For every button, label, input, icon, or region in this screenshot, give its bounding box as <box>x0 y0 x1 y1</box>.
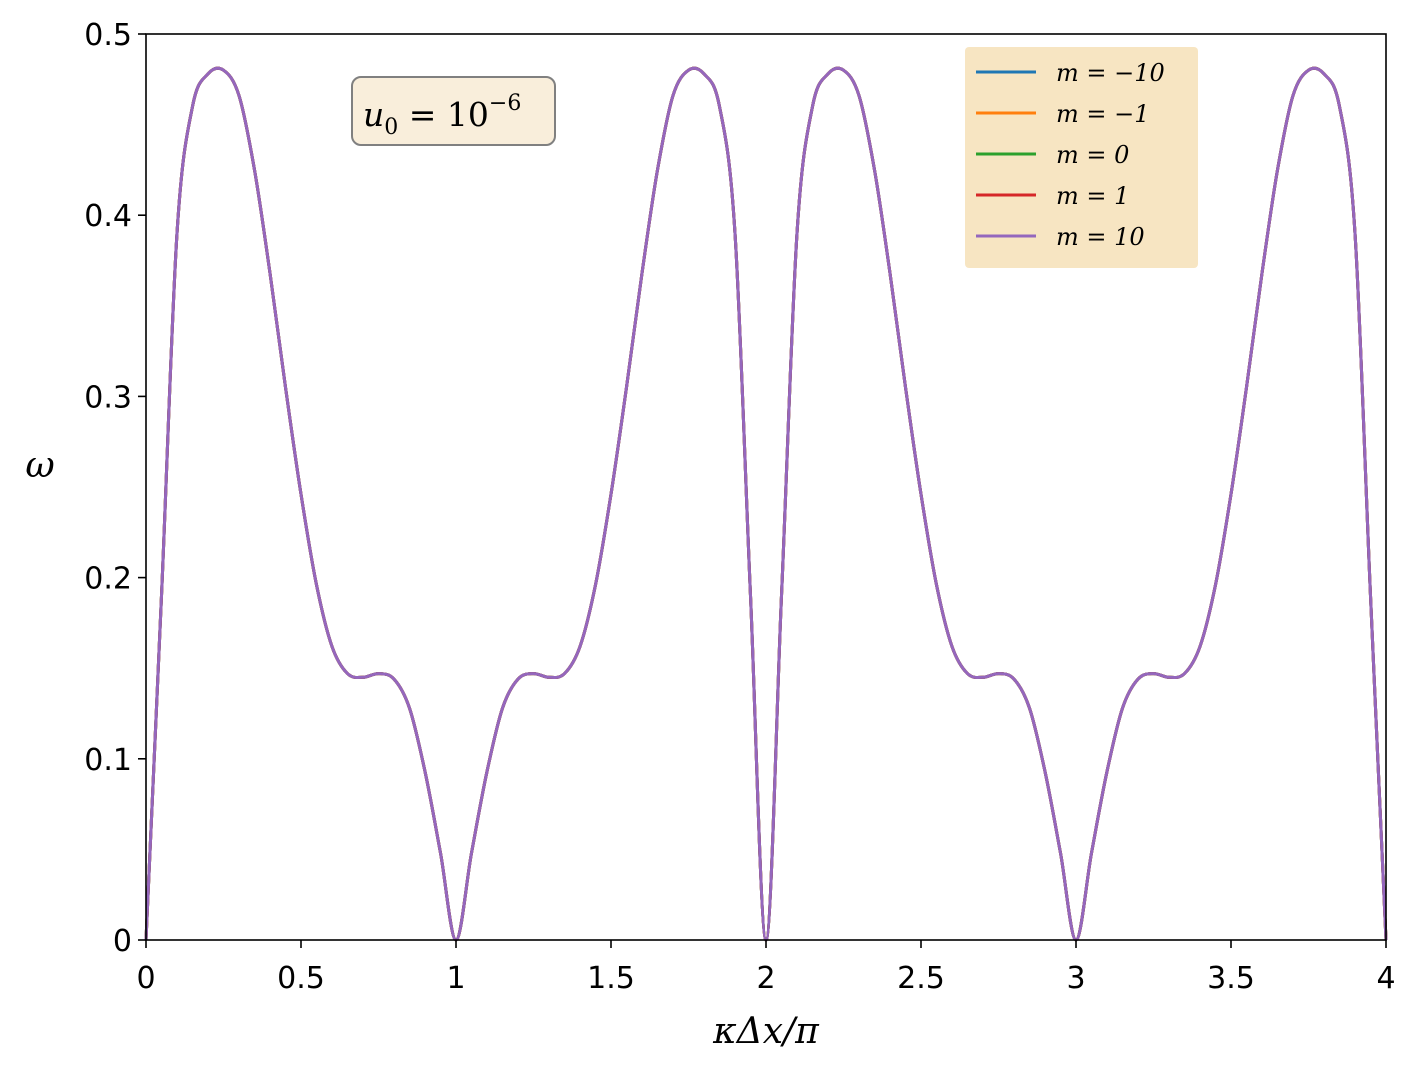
y-axis-label: ω <box>25 445 54 486</box>
x-tick-label: 0 <box>136 961 155 996</box>
x-axis-label: κΔx/π <box>712 1011 820 1052</box>
y-tick-label: 0.1 <box>84 743 132 778</box>
x-tick-label: 1 <box>446 961 465 996</box>
annotation-eq: = 10 <box>398 95 489 134</box>
x-tick-label: 2.5 <box>897 961 945 996</box>
y-tick-label: 0.4 <box>84 199 132 234</box>
annotation-text: u0 = 10−6 <box>363 91 521 140</box>
y-axis: 0 0.1 0.2 0.3 0.4 0.5 <box>84 18 146 959</box>
legend: m = −10 m = −1 m = 0 m = 1 m = 10 <box>965 47 1198 268</box>
x-tick-label: 0.5 <box>277 961 325 996</box>
legend-label-3: m = 1 <box>1056 182 1129 210</box>
x-tick-label: 3.5 <box>1207 961 1255 996</box>
y-tick-label: 0 <box>113 924 132 959</box>
legend-label-4: m = 10 <box>1056 223 1145 251</box>
y-tick-label: 0.2 <box>84 562 132 597</box>
x-tick-label: 3 <box>1066 961 1085 996</box>
legend-label-1: m = −1 <box>1056 100 1150 128</box>
annotation-base: u <box>363 95 384 134</box>
annotation-sup: −6 <box>489 91 521 116</box>
legend-background <box>965 47 1198 268</box>
y-tick-label: 0.3 <box>84 380 132 415</box>
y-tick-label: 0.5 <box>84 18 132 53</box>
x-tick-label: 2 <box>756 961 775 996</box>
annotation-sub: 0 <box>384 115 398 140</box>
plot-background <box>146 34 1386 940</box>
annotation-box: u0 = 10−6 <box>351 76 556 146</box>
x-axis: 0 0.5 1 1.5 2 2.5 3 3.5 4 <box>136 940 1396 996</box>
x-tick-label: 4 <box>1376 961 1395 996</box>
legend-label-0: m = −10 <box>1056 59 1165 87</box>
legend-label-2: m = 0 <box>1056 141 1129 169</box>
annotation-background <box>351 76 556 146</box>
x-tick-label: 1.5 <box>587 961 635 996</box>
